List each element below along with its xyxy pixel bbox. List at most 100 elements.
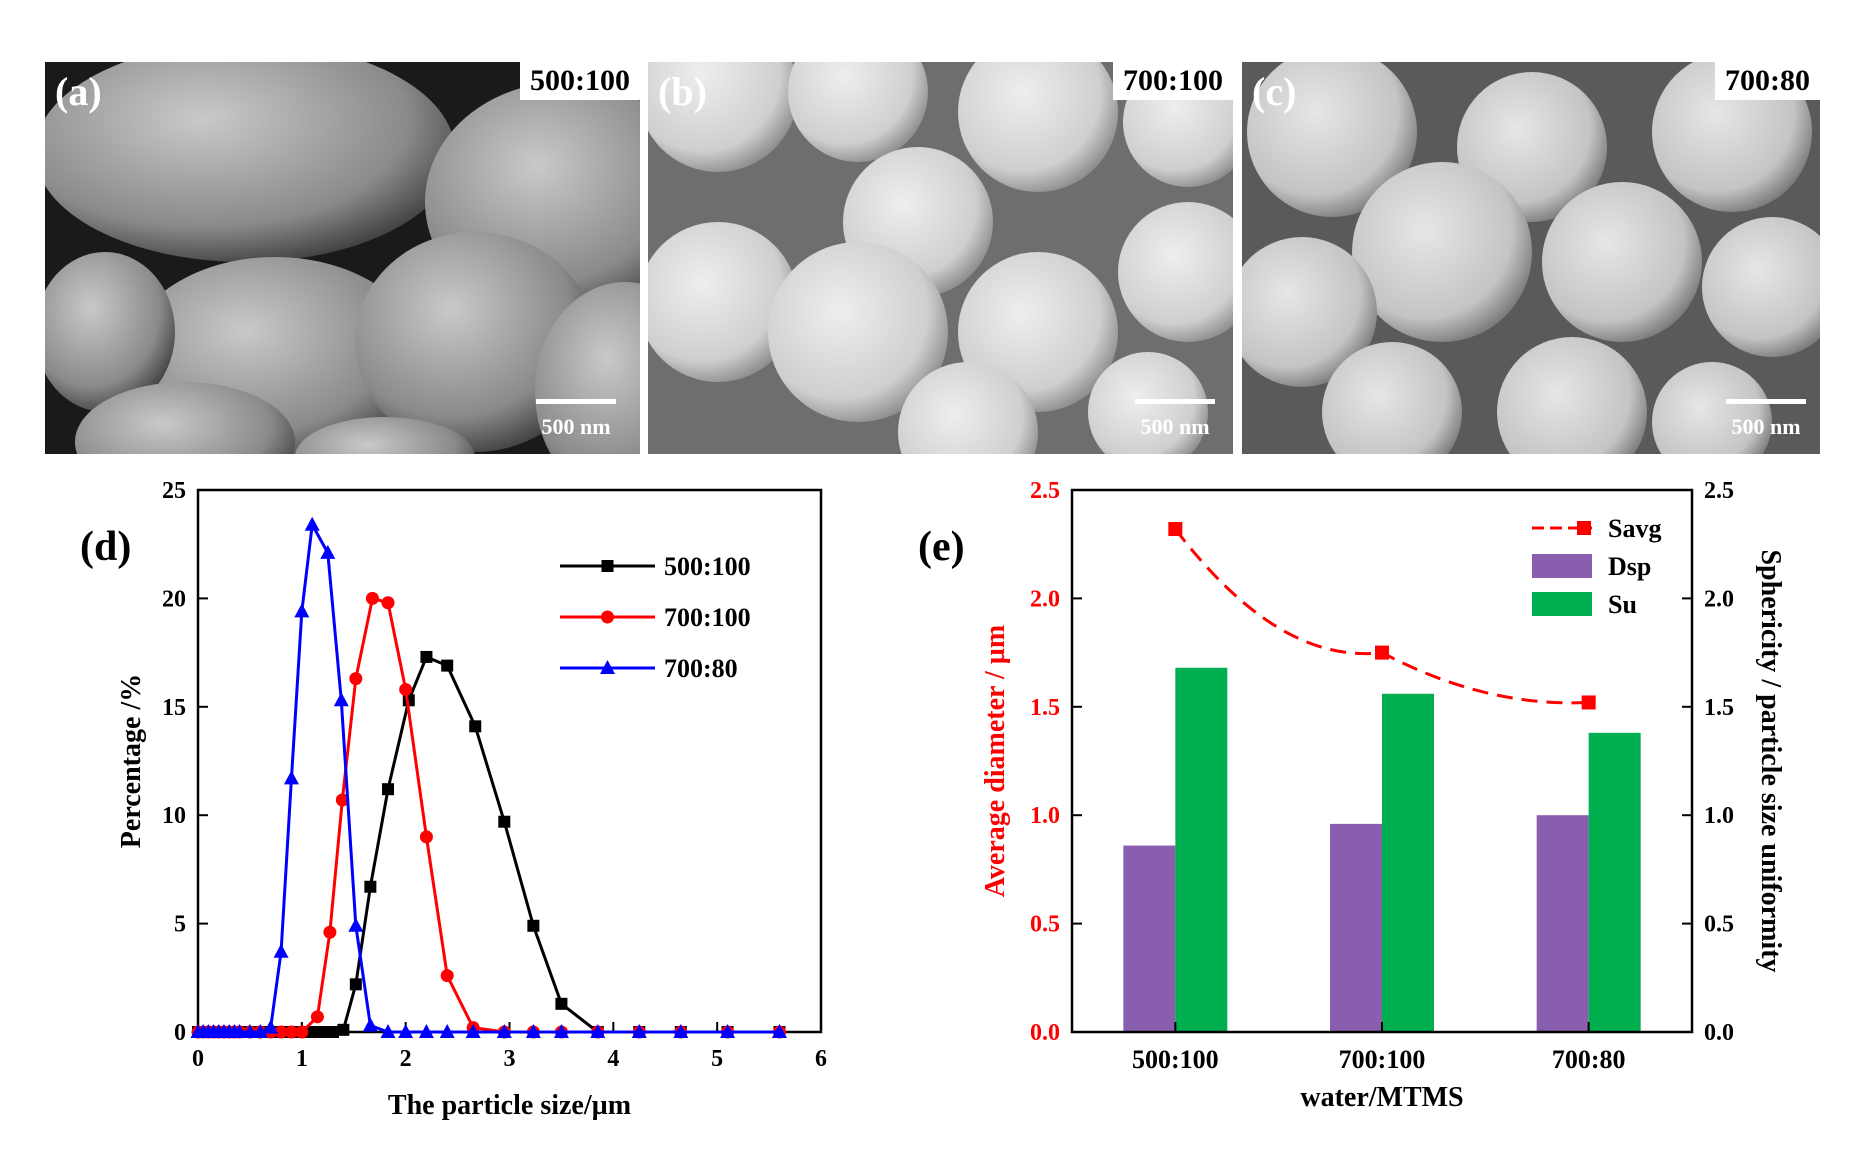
plot-e-ytick-label-left: 2.5: [1030, 478, 1060, 504]
sem-image-a: (a) 500:100 500 nm: [45, 62, 640, 454]
plot-d-point-700:80: [590, 1024, 606, 1038]
plot-d-point-500:100: [326, 1026, 339, 1038]
plot-e-ylabel-left: Average diameter / µm: [980, 625, 1011, 897]
sem-image-b-texture: [648, 62, 1233, 454]
plot-d-point-700:80: [232, 1024, 248, 1038]
plot-d-series-line-500:100: [198, 654, 780, 1034]
ratio-tag-b: 700:100: [1113, 62, 1233, 100]
plot-d-point-700:100: [440, 969, 454, 983]
plot-d-point-500:100: [337, 1023, 350, 1036]
plot-d-point-700:80: [673, 1024, 689, 1038]
plot-e-legend-label-Su: Su: [1608, 590, 1637, 619]
plot-d-point-700:80: [418, 1024, 434, 1038]
plot-d-point-700:100: [295, 1025, 309, 1039]
plot-e-ytick-label-right: 0.5: [1704, 912, 1734, 938]
plot-d-point-700:100: [274, 1025, 288, 1039]
scale-bar-b: 500 nm: [1133, 399, 1217, 440]
plot-e-savg-point: [1375, 645, 1389, 660]
plot-d-xtick-label: 3: [504, 1046, 516, 1072]
plot-d-point-700:80: [553, 1024, 569, 1038]
scale-bar-a: 500 nm: [534, 399, 618, 440]
plot-d-point-700:80: [439, 1024, 455, 1038]
plot-e-savg-point: [1581, 695, 1596, 710]
scale-bar-line-c: [1726, 399, 1806, 404]
plot-d-point-700:80: [496, 1024, 512, 1038]
plot-d-xtick-label: 6: [815, 1046, 827, 1072]
sem-image-b: (b) 700:100 500 nm: [648, 62, 1233, 454]
plot-d-point-700:100: [349, 672, 363, 686]
plot-e-legend-label-Savg: Savg: [1608, 514, 1661, 543]
plot-d-point-500:100: [349, 978, 362, 991]
plot-d-point-500:100: [498, 815, 511, 828]
plot-d-point-700:100: [419, 830, 433, 844]
plot-e-ytick-label-right: 2.5: [1704, 478, 1734, 504]
plot-d-point-500:100: [364, 880, 377, 893]
plot-d-point-500:100: [316, 1026, 329, 1038]
plot-d-legend-marker-500:100: [601, 560, 614, 572]
plot-e-ytick-label-right: 1.0: [1704, 803, 1734, 829]
plot-d-point-700:80: [242, 1024, 258, 1038]
plot-d-legend-label-500:100: 500:100: [664, 552, 751, 581]
plot-d-point-700:80: [273, 943, 289, 958]
plot-e-bar-Dsp: [1536, 815, 1589, 1032]
plot-e-panel-label: (e): [918, 524, 965, 570]
plot-d-point-700:80: [263, 1019, 279, 1034]
plot-d-point-700:80: [465, 1024, 481, 1038]
scale-bar-line-b: [1135, 399, 1215, 404]
plot-d-point-700:80: [333, 692, 349, 707]
plot-d-point-700:80: [304, 516, 320, 531]
plot-d-ylabel: Percentage /%: [116, 674, 147, 848]
plot-d-point-500:100: [420, 650, 433, 663]
plot-d-point-700:80: [380, 1024, 396, 1038]
plot-e-ytick-label-left: 1.0: [1030, 803, 1060, 829]
plot-d-ytick-label: 15: [162, 695, 186, 721]
plot-d-point-700:100: [399, 682, 413, 696]
plot-d-point-700:80: [771, 1024, 787, 1038]
plot-d-point-500:100: [555, 997, 568, 1010]
plot-d-xtick-label: 0: [192, 1046, 204, 1072]
plot-d-point-700:100: [365, 591, 379, 605]
plot-d-point-700:80: [283, 770, 299, 785]
plot-e-ytick-label-left: 0.0: [1030, 1020, 1060, 1046]
plot-d-point-500:100: [441, 659, 454, 672]
plot-d-legend-label-700:100: 700:100: [664, 603, 751, 632]
plot-d-point-500:100: [306, 1026, 319, 1038]
plot-e-savg-point: [1168, 522, 1183, 537]
plot-d-point-700:80: [631, 1024, 647, 1038]
plot-d-point-700:100: [323, 925, 337, 939]
plot-d-point-700:80: [525, 1024, 541, 1038]
plot-e-ytick-label-right: 2.0: [1704, 586, 1734, 612]
panel-label-b: (b): [658, 69, 707, 114]
plot-e-bar-Su: [1175, 667, 1228, 1032]
plot-d-point-500:100: [469, 720, 482, 733]
plot-d-xtick-label: 1: [296, 1046, 308, 1072]
plot-d-ytick-label: 20: [162, 586, 186, 612]
plot-d-xtick-label: 4: [607, 1046, 619, 1072]
plot-d-xtick-label: 2: [400, 1046, 412, 1072]
plot-e-ytick-label-left: 2.0: [1030, 586, 1060, 612]
plot-e-legend-swatch-Su: [1532, 592, 1592, 616]
sem-image-a-texture: [45, 62, 640, 454]
plot-e-legend-marker-Savg: [1577, 521, 1591, 535]
panel-label-c: (c): [1252, 69, 1297, 114]
plot-d-xtick-label: 5: [711, 1046, 723, 1072]
plot-e-bar-Su: [1588, 732, 1641, 1032]
plot-e-bar-Su: [1382, 693, 1434, 1032]
plot-e-xtick-label: 500:100: [1132, 1045, 1219, 1074]
plot-d-panel-label: (d): [80, 524, 131, 570]
plot-d-legend-marker-700:80: [600, 660, 615, 674]
plot-d-legend-label-700:80: 700:80: [664, 654, 738, 683]
scale-bar-line-a: [536, 399, 616, 404]
scale-bar-label-c: 500 nm: [1731, 414, 1801, 439]
plot-d-point-700:80: [720, 1024, 736, 1038]
plot-e-savg-line: [1174, 528, 1589, 705]
plot-e-xlabel: water/MTMS: [1300, 1082, 1463, 1113]
plot-d-point-700:100: [284, 1025, 298, 1039]
plot-d-point-700:100: [381, 596, 395, 610]
scale-bar-label-a: 500 nm: [541, 414, 611, 439]
plot-e-bar-Dsp: [1330, 823, 1382, 1032]
plot-d-point-700:80: [294, 603, 310, 618]
plot-d-point-700:80: [320, 544, 336, 559]
plot-d-point-500:100: [382, 783, 395, 796]
sem-image-c-texture: [1242, 62, 1820, 454]
